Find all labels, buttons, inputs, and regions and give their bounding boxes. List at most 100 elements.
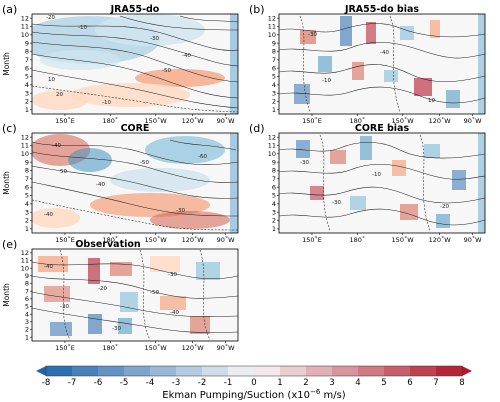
colorbar-tick-label: -7 — [68, 378, 76, 388]
x-tick-label: 150˚E — [302, 236, 322, 244]
svg-text:-40: -40 — [170, 310, 179, 316]
y-tick-label: 10 — [268, 31, 276, 39]
svg-text:-20: -20 — [98, 286, 107, 292]
colorbar-cell — [280, 366, 307, 376]
x-tick-label: 180˚ — [102, 236, 118, 244]
y-tick-label: 4 — [25, 200, 29, 208]
x-tick-label: 180˚ — [102, 117, 118, 125]
y-tick-label: 3 — [272, 89, 276, 97]
svg-text:-40: -40 — [52, 143, 61, 149]
x-tick-label: 90˚W — [464, 236, 483, 244]
colorbar-tick-label: 1 — [277, 378, 282, 388]
colorbar-tick-label: -6 — [94, 378, 102, 388]
y-tick-label: 12 — [21, 249, 29, 257]
svg-text:10: 10 — [48, 77, 55, 83]
y-tick-label: 1 — [25, 333, 29, 341]
y-tick-label: 11 — [21, 257, 29, 265]
y-tick-label: 8 — [25, 280, 29, 288]
y-tick-label: 7 — [272, 56, 276, 64]
colorbar-cell — [410, 366, 437, 376]
colorbar-ticks: -8 -7 -6 -5 -4 -3 -2 -1 0 1 2 3 4 5 6 7 8 — [42, 378, 465, 388]
x-tick-label: 120˚W — [429, 117, 452, 125]
panel-letter: (a) — [2, 3, 17, 16]
x-tick-label: 150˚E — [55, 236, 75, 244]
colorbar-extend-min — [36, 366, 46, 376]
x-tick-label: 180˚ — [102, 344, 118, 352]
colorbar-cell — [384, 366, 411, 376]
x-tick-label: 180˚ — [349, 117, 365, 125]
y-tick-label: 7 — [25, 175, 29, 183]
panel-letter: (c) — [2, 122, 17, 135]
svg-text:-40: -40 — [44, 264, 53, 270]
y-tick-label: 9 — [25, 272, 29, 280]
y-tick-label: 1 — [25, 225, 29, 233]
y-tick-label: 12 — [21, 14, 29, 22]
panel-title: JRA55-do bias — [344, 4, 419, 15]
heatmap-field: -30 -40 -10 10 — [279, 14, 485, 114]
y-tick-label: 11 — [21, 23, 29, 31]
y-tick-label: 9 — [25, 158, 29, 166]
x-tick-label: 90˚W — [217, 117, 236, 125]
colorbar-tick-label: 8 — [459, 378, 464, 388]
colorbar-tick-label: 7 — [433, 378, 438, 388]
svg-text:-40: -40 — [44, 212, 53, 218]
colorbar-label: Ekman Pumping/Suction (x10−6 m/s) — [162, 388, 345, 401]
colorbar-cell — [46, 366, 73, 376]
y-tick-label: 7 — [272, 175, 276, 183]
y-tick-label: 1 — [272, 106, 276, 114]
y-tick-label: 10 — [21, 31, 29, 39]
colorbar-extend-max — [462, 366, 472, 376]
y-tick-label: 7 — [25, 56, 29, 64]
y-tick-label: 12 — [21, 133, 29, 141]
svg-text:-50: -50 — [150, 290, 159, 296]
colorbar-cell — [202, 366, 229, 376]
y-tick-label: 2 — [272, 217, 276, 225]
svg-text:-10: -10 — [78, 25, 87, 31]
svg-text:-50: -50 — [162, 68, 171, 74]
x-tick-label: 90˚W — [217, 236, 236, 244]
svg-text:-20: -20 — [46, 15, 55, 21]
y-tick-label: 3 — [25, 89, 29, 97]
y-tick-label: 8 — [25, 167, 29, 175]
svg-text:-30: -30 — [150, 36, 159, 42]
y-tick-label: 2 — [25, 326, 29, 334]
colorbar-cell — [358, 366, 385, 376]
y-tick-label: 2 — [25, 98, 29, 106]
y-tick-label: 2 — [25, 217, 29, 225]
svg-text:-50: -50 — [140, 160, 149, 166]
y-tick-label: 1 — [272, 225, 276, 233]
y-tick-label: 8 — [272, 48, 276, 56]
colorbar-cell — [176, 366, 203, 376]
panel-a: (a) JRA55-do -20 -10 -30 -40 -50 10 2 — [2, 3, 239, 125]
svg-text:-30: -30 — [176, 208, 185, 214]
colorbar-tick-label: -1 — [224, 378, 232, 388]
x-tick-label: 150˚E — [302, 117, 322, 125]
y-tick-label: 3 — [25, 318, 29, 326]
panel-letter: (d) — [249, 122, 265, 135]
y-tick-label: 12 — [268, 133, 276, 141]
x-tick-label: 180˚ — [349, 236, 365, 244]
svg-text:-30: -30 — [332, 200, 341, 206]
panel-c: (c) CORE -40 -60 -50 50 -40 -30 -40 — [2, 122, 239, 244]
svg-text:50: 50 — [60, 169, 67, 175]
svg-text:-40: -40 — [96, 182, 105, 188]
x-tick-label: 120˚W — [182, 236, 205, 244]
colorbar-tick-label: -3 — [172, 378, 180, 388]
colorbar-cell — [436, 366, 463, 376]
y-tick-label: 9 — [272, 39, 276, 47]
colorbar-tick-label: 3 — [329, 378, 334, 388]
y-tick-label: 6 — [272, 64, 276, 72]
panel-letter: (e) — [2, 238, 17, 251]
panel-b: (b) JRA55-do bias -30 -40 -10 10 — [249, 3, 486, 125]
y-tick-label: 5 — [25, 192, 29, 200]
colorbar-tick-label: -4 — [146, 378, 154, 388]
y-tick-label: 6 — [272, 183, 276, 191]
heatmap-field: -40 -60 -50 50 -40 -30 -40 — [32, 133, 238, 233]
y-tick-label: 4 — [272, 81, 276, 89]
x-tick-label: 150˚W — [392, 117, 415, 125]
svg-text:10: 10 — [428, 98, 435, 104]
colorbar-tick-label: 5 — [381, 378, 386, 388]
x-tick-label: 120˚W — [182, 117, 205, 125]
x-tick-label: 120˚W — [182, 344, 205, 352]
